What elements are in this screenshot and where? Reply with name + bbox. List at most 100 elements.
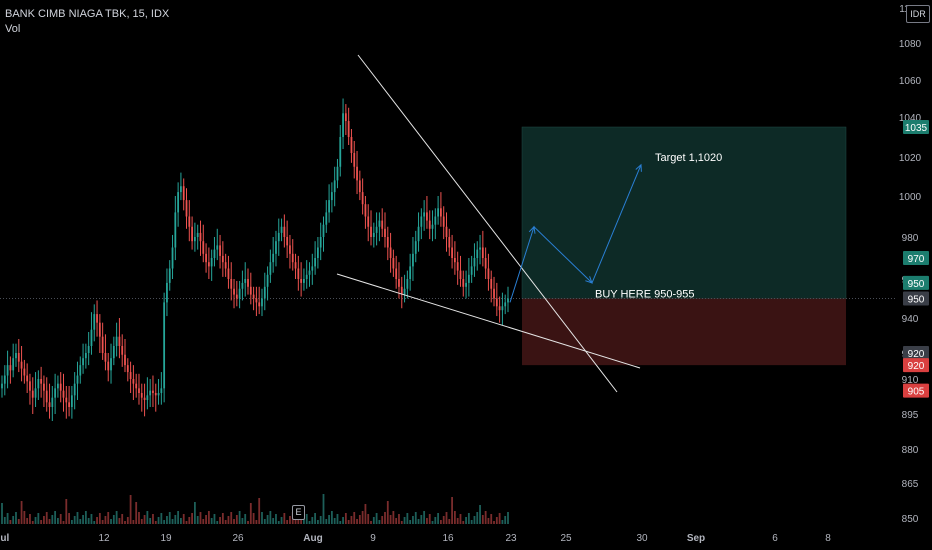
volume-bar	[238, 511, 241, 524]
candle-body	[59, 383, 62, 391]
volume-bar	[476, 512, 479, 524]
y-tick-label: 1060	[899, 76, 922, 87]
volume-bar	[45, 512, 48, 524]
volume-bar	[305, 514, 308, 524]
currency-badge[interactable]: IDR	[906, 5, 930, 23]
volume-bar	[403, 517, 406, 524]
volume-bar	[490, 514, 493, 524]
candle-body	[1, 383, 3, 389]
volume-bar	[283, 513, 286, 524]
candle-body	[484, 258, 487, 269]
volume-bar	[224, 520, 227, 524]
price-badge	[903, 275, 929, 290]
volume-bar	[48, 519, 51, 524]
volume-bar	[484, 511, 487, 524]
candle-body	[241, 282, 244, 289]
volume-bar	[29, 514, 31, 524]
earnings-event-marker[interactable]: E	[292, 505, 305, 520]
candle-body	[434, 216, 437, 225]
volume-bar	[456, 518, 459, 524]
volume-bar	[174, 515, 177, 524]
volume-bar	[498, 513, 501, 524]
candle-body	[149, 390, 152, 396]
candle-body	[37, 379, 40, 389]
x-tick-label: 9	[370, 533, 376, 544]
x-tick-label: 26	[232, 533, 244, 544]
y-tick-label: 910	[902, 375, 919, 386]
volume-bar	[493, 521, 495, 524]
candle-body	[51, 397, 54, 407]
volume-bar	[149, 518, 152, 524]
volume-bar	[59, 514, 62, 524]
volume-bar	[202, 519, 205, 524]
candle-body	[470, 266, 473, 275]
volume-bar	[249, 503, 252, 524]
candle-body	[185, 200, 188, 217]
volume-bar	[160, 513, 163, 524]
candle-body	[269, 262, 272, 275]
candle-body	[121, 346, 124, 355]
volume-bar	[487, 518, 490, 524]
volume-bar	[269, 511, 272, 524]
volume-bar	[182, 514, 185, 524]
candle-body	[157, 393, 160, 396]
support-trendline	[336, 273, 641, 369]
volume-bar	[322, 494, 325, 524]
volume-bar	[423, 511, 426, 524]
candle-body	[431, 224, 434, 229]
candle-body	[479, 247, 481, 250]
candle-body	[398, 279, 400, 287]
candle-body	[182, 186, 185, 201]
candle-body	[84, 353, 87, 359]
candle-body	[277, 232, 280, 242]
candle-body	[280, 226, 283, 233]
volume-bar	[328, 515, 330, 524]
x-tick-label: 6	[772, 533, 778, 544]
candle-body	[501, 306, 504, 311]
volume-bar	[420, 515, 423, 524]
candle-body	[462, 279, 465, 287]
candle-body	[364, 204, 367, 217]
volume-bar	[501, 520, 504, 524]
volume-bar	[470, 520, 473, 524]
volume-bar	[434, 517, 437, 524]
candle-body	[104, 353, 107, 362]
volume-bar	[400, 521, 403, 524]
volume-bar	[205, 515, 207, 524]
candle-body	[308, 270, 311, 275]
candle-body	[465, 282, 467, 287]
x-tick-label: 23	[505, 533, 517, 544]
candle-body	[196, 232, 199, 237]
candle-body	[498, 306, 501, 311]
volume-bar	[319, 516, 322, 524]
volume-bar	[445, 512, 448, 524]
candle-body	[406, 279, 409, 289]
candle-body	[73, 383, 76, 396]
volume-bar	[244, 514, 247, 524]
candle-body	[356, 166, 358, 181]
volume-bar	[15, 512, 17, 524]
volume-bar	[90, 514, 93, 524]
candle-body	[202, 241, 205, 254]
volume-bar	[146, 511, 149, 524]
price-badge	[903, 291, 929, 306]
volume-bar	[255, 520, 258, 524]
candle-body	[126, 365, 129, 373]
candle-body	[54, 388, 57, 398]
volume-bar	[333, 518, 336, 524]
volume-bar	[1, 503, 3, 524]
volume-bar	[230, 512, 233, 524]
candle-body	[303, 279, 305, 283]
volume-bar	[40, 520, 43, 524]
volume-bar	[115, 511, 118, 524]
candle-body	[386, 237, 389, 248]
x-tick-label: 8	[825, 533, 831, 544]
volume-bar	[286, 520, 289, 524]
candle-body	[252, 294, 255, 299]
volume-bar	[87, 518, 90, 524]
volume-bar	[51, 515, 54, 524]
volume-bar	[82, 515, 84, 524]
y-tick-label: 980	[902, 233, 919, 244]
